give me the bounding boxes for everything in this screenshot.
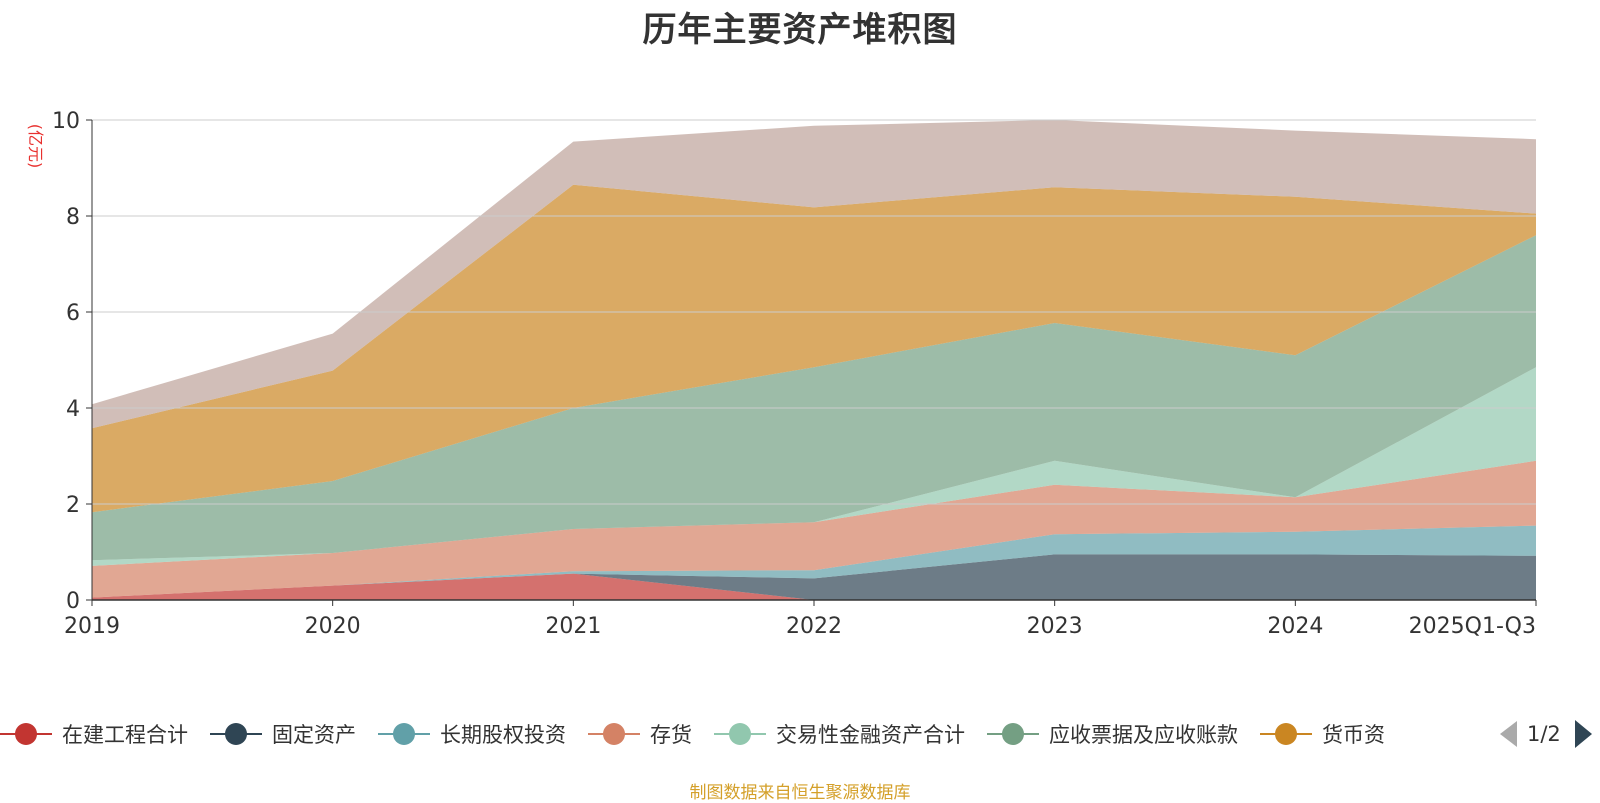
x-tick-labels: 2019 2020 2021 2022 2023 2024 2025Q1-Q3 <box>64 614 1536 639</box>
x-tick-label: 2025Q1-Q3 <box>1409 614 1536 639</box>
area-layers <box>92 120 1536 600</box>
legend-item[interactable]: 在建工程合计 <box>0 719 188 749</box>
legend-marker-icon <box>714 722 766 746</box>
legend-marker-dot <box>15 723 37 745</box>
grid-lines <box>86 119 1536 601</box>
y-tick-label: 0 <box>66 589 80 614</box>
legend-prev-page-icon[interactable] <box>1500 721 1517 747</box>
legend-marker-dot <box>225 723 247 745</box>
legend-marker-dot <box>729 723 751 745</box>
x-tick-label: 2022 <box>786 614 842 639</box>
legend-next-page-icon[interactable] <box>1574 720 1592 748</box>
legend-item[interactable]: 存货 <box>588 719 692 749</box>
legend-marker-dot <box>393 723 415 745</box>
legend-marker-dot <box>1002 723 1024 745</box>
legend-marker-icon <box>987 722 1039 746</box>
x-tick-label: 2020 <box>305 614 361 639</box>
legend-label: 存货 <box>650 723 692 747</box>
legend-label: 在建工程合计 <box>62 723 188 747</box>
area-series-5 <box>92 235 1536 561</box>
legend-label: 应收票据及应收账款 <box>1049 723 1238 747</box>
legend-marker-icon <box>1260 722 1312 746</box>
area-series-3 <box>92 460 1536 598</box>
area-series-1 <box>92 554 1536 600</box>
y-tick-labels: 0 2 4 6 8 10 <box>52 109 80 614</box>
axes <box>91 120 1537 606</box>
chart-title: 历年主要资产堆积图 <box>642 10 958 50</box>
y-tick-label: 2 <box>66 493 80 518</box>
legend: 在建工程合计 固定资产 长期股权投资 存货 交易性金融资产合计 应收票据及应收账款 货币资 <box>0 716 1600 752</box>
legend-marker-icon <box>210 722 262 746</box>
y-axis-label: (亿元) <box>26 124 45 169</box>
legend-item[interactable]: 应收票据及应收账款 <box>987 719 1238 749</box>
x-tick-label: 2024 <box>1267 614 1323 639</box>
y-tick-label: 8 <box>66 205 80 230</box>
x-tick-label: 2021 <box>545 614 601 639</box>
legend-pager[interactable]: 1/2 <box>1500 716 1592 752</box>
legend-marker-dot <box>603 723 625 745</box>
legend-label: 货币资 <box>1322 723 1385 747</box>
legend-label: 固定资产 <box>272 723 356 747</box>
legend-marker-icon <box>588 722 640 746</box>
legend-item[interactable]: 长期股权投资 <box>378 719 566 749</box>
legend-label: 交易性金融资产合计 <box>776 723 965 747</box>
area-series-7 <box>92 120 1536 429</box>
legend-page-indicator: 1/2 <box>1527 722 1561 746</box>
y-tick-label: 4 <box>66 397 80 422</box>
legend-marker-icon <box>0 722 52 746</box>
y-tick-label: 10 <box>52 109 80 134</box>
legend-item[interactable]: 货币资 <box>1260 719 1385 749</box>
x-tick-label: 2019 <box>64 614 120 639</box>
x-tick-label: 2023 <box>1027 614 1083 639</box>
area-series-2 <box>92 525 1536 598</box>
legend-item[interactable]: 固定资产 <box>210 719 356 749</box>
legend-marker-dot <box>1275 723 1297 745</box>
source-note: 制图数据来自恒生聚源数据库 <box>689 783 911 803</box>
legend-marker-icon <box>378 722 430 746</box>
legend-item[interactable]: 交易性金融资产合计 <box>714 719 965 749</box>
area-series-6 <box>92 184 1536 513</box>
area-series-0 <box>92 573 1536 600</box>
y-tick-label: 6 <box>66 301 80 326</box>
legend-label: 长期股权投资 <box>440 723 566 747</box>
